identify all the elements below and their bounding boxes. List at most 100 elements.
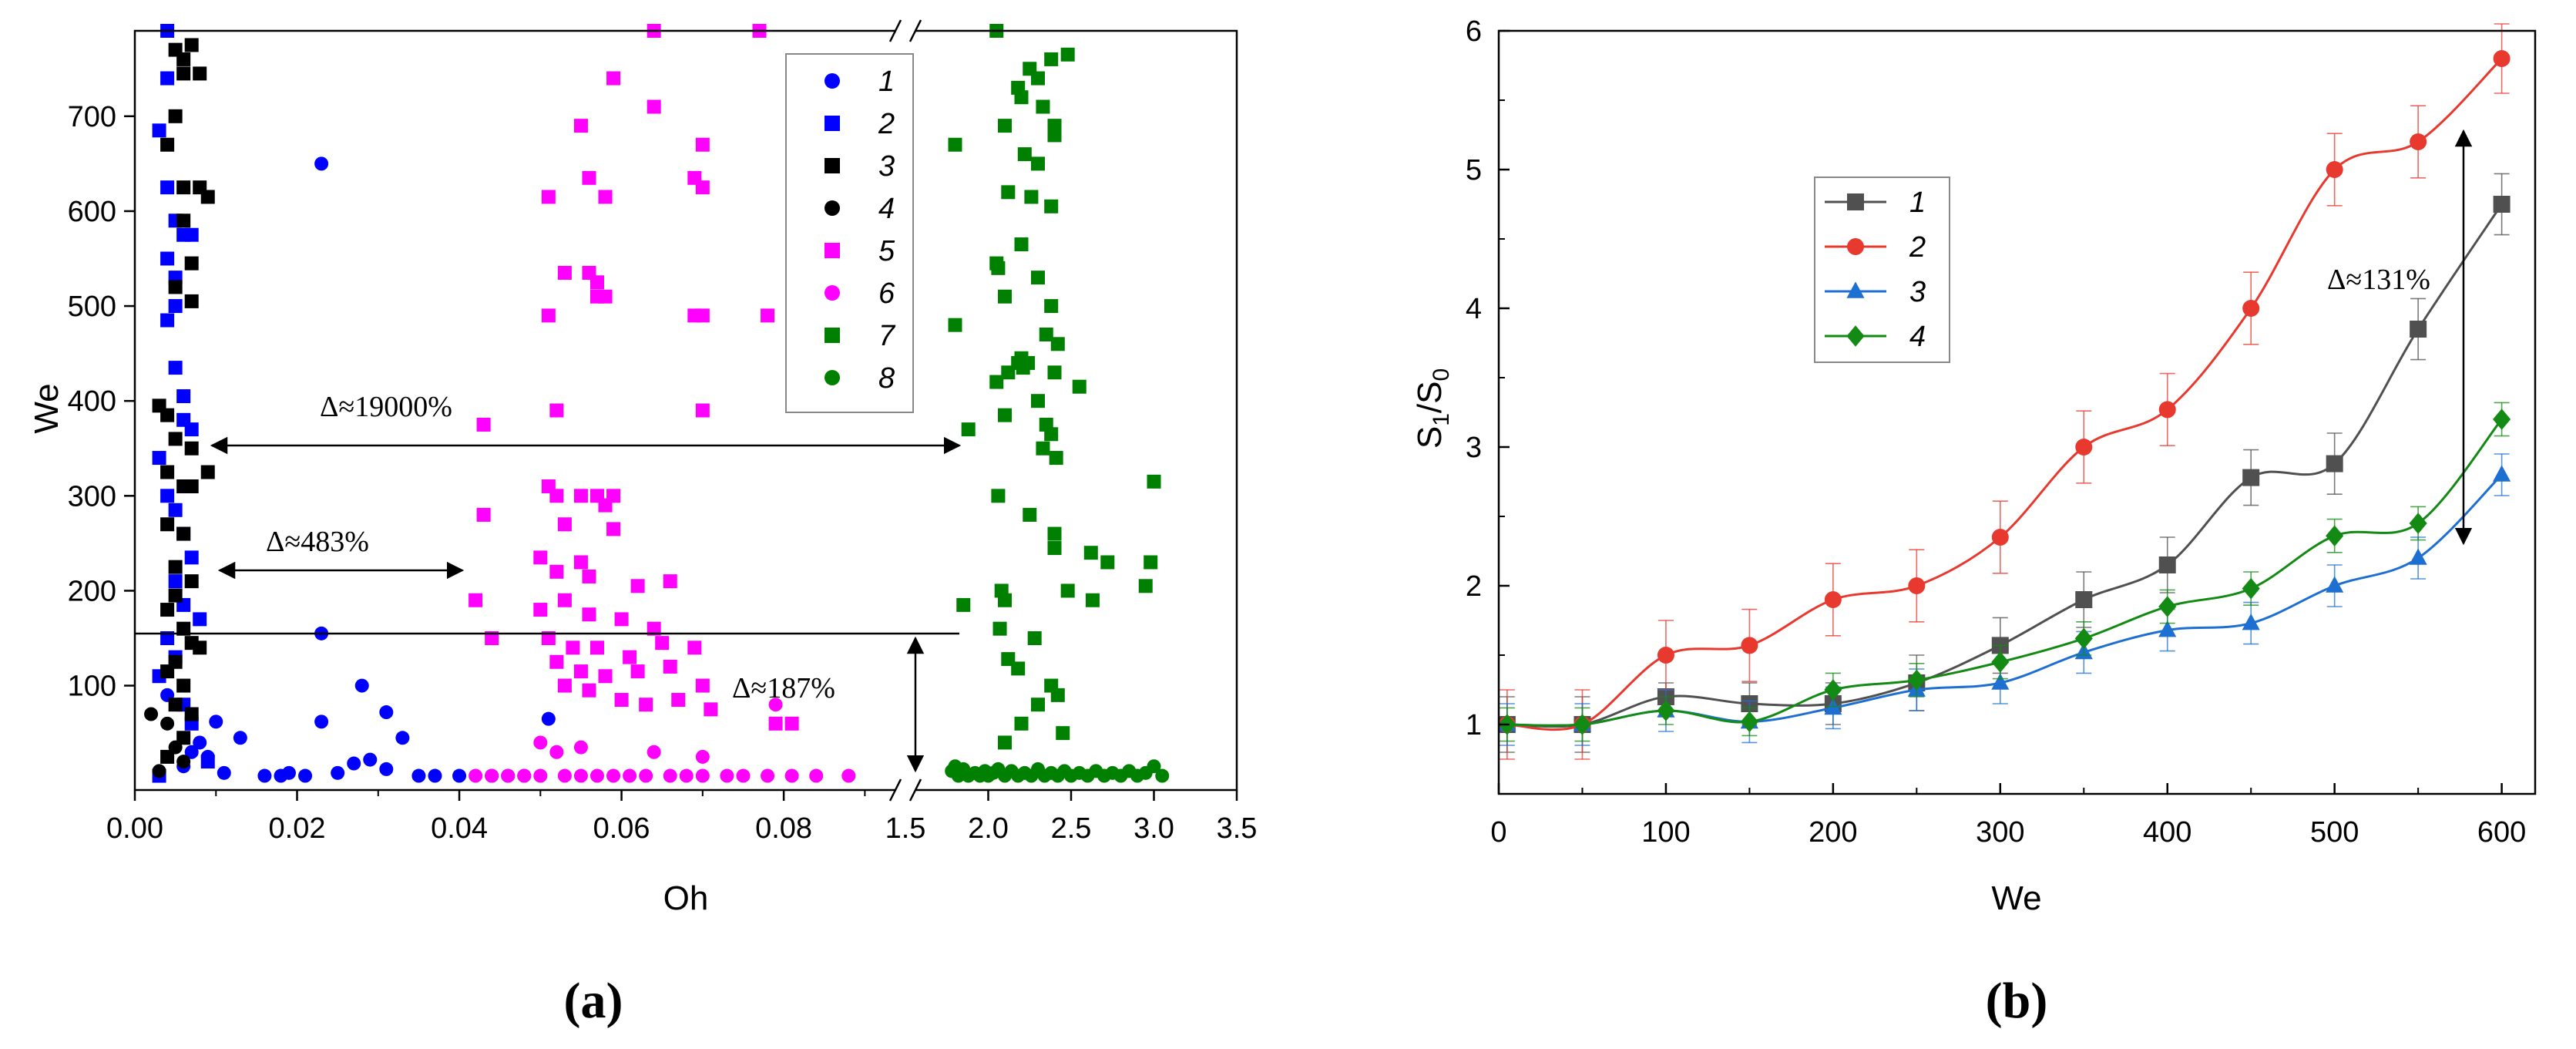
panel-a-point: [623, 650, 637, 664]
panel-a-point: [314, 156, 329, 171]
panel-b-point: [2326, 576, 2344, 593]
axis-break-mark: [888, 778, 902, 802]
panel-a-point: [1100, 555, 1115, 570]
panel-a-point: [590, 640, 604, 655]
panel-a-point: [168, 503, 183, 517]
panel-a-point: [200, 190, 215, 204]
panel-b-x-tick-label: 400: [2143, 816, 2191, 849]
panel-b-point: [2409, 513, 2427, 534]
panel-a-point: [347, 756, 361, 771]
panel-a-point: [282, 765, 296, 780]
panel-b-x-tick-label: 300: [1976, 816, 2024, 849]
panel-a-point: [663, 574, 677, 589]
panel-a-y-tick-label: 100: [68, 671, 116, 703]
panel-a-legend-marker: [825, 73, 840, 89]
panel-b-point: [1991, 673, 2010, 690]
panel-a-y-tick-label: 500: [68, 291, 116, 323]
panel-a-legend: 1 2 3 4 5 6 7 8: [785, 53, 914, 413]
panel-a-x-tick-label: 2.0: [968, 812, 1009, 845]
panel-b-point: [1657, 700, 1675, 721]
panel-a-point: [606, 768, 621, 783]
panel-a-point: [761, 768, 775, 783]
panel-a-point: [184, 422, 199, 437]
panel-a-point: [168, 560, 183, 574]
panel-a-point: [582, 170, 596, 185]
panel-a-point: [160, 71, 175, 86]
panel-a-legend-label: 4: [878, 193, 895, 225]
panel-a-point: [160, 313, 175, 328]
panel-a-point: [598, 190, 613, 204]
panel-a-point: [184, 745, 199, 759]
panel-b-point: [2158, 556, 2176, 573]
panel-a-point: [549, 403, 564, 418]
panel-a-legend-label: 6: [878, 277, 895, 310]
panel-a-point: [184, 574, 199, 589]
panel-a-point: [687, 640, 702, 655]
panel-a-point: [168, 109, 183, 123]
panel-b-point: [1908, 577, 1926, 594]
panel-b-y-tick-label: 4: [1466, 293, 1482, 325]
panel-a-point: [1014, 716, 1029, 731]
panel-b-point: [2493, 50, 2511, 67]
panel-a-point: [1047, 365, 1062, 380]
panel-b-point: [1657, 647, 1674, 664]
panel-b-point: [2075, 591, 2093, 608]
panel-a-point: [1155, 768, 1170, 783]
panel-a-point: [176, 731, 191, 745]
panel-a-x-tick-label: 2.5: [1051, 812, 1092, 845]
panel-a-point: [695, 137, 710, 152]
panel-b-y-tick-label: 6: [1466, 15, 1482, 48]
panel-a-point: [956, 597, 971, 612]
panel-a-point: [176, 526, 191, 541]
panel-a-point: [160, 137, 175, 152]
panel-b-point: [1907, 669, 1926, 691]
panel-a-point: [948, 137, 962, 152]
panel-a-legend-label: 1: [878, 66, 895, 98]
panel-a-legend-marker: [825, 285, 840, 301]
panel-a-legend-marker: [825, 243, 840, 258]
panel-b-annotations: Δ≈131%: [2327, 129, 2473, 546]
panel-b-legend-label: 1: [1909, 187, 1926, 219]
panel-b-point: [2410, 133, 2427, 150]
panel-a-point: [379, 762, 394, 776]
panel-a-point: [1085, 593, 1100, 607]
panel-a-point: [517, 768, 532, 783]
panel-a-point: [1050, 688, 1065, 702]
panel-a-point: [428, 768, 442, 783]
panel-a-point: [991, 489, 1006, 503]
panel-a-point: [695, 403, 710, 418]
panel-a-point: [176, 66, 191, 81]
panel-a-point: [501, 768, 516, 783]
panel-a-point: [160, 489, 175, 503]
panel-a-point: [152, 123, 166, 138]
panel-a-point: [704, 702, 718, 717]
panel-a-point: [606, 522, 621, 536]
panel-a-point: [647, 745, 661, 759]
panel-a-point: [761, 308, 775, 323]
panel-b-point: [2326, 455, 2343, 472]
panel-b-point: [2158, 620, 2177, 637]
panel-a-point: [160, 517, 175, 532]
panel-a-point: [184, 227, 199, 242]
panel-a-point: [1072, 379, 1086, 394]
panel-a-point: [1023, 507, 1037, 522]
axis-break-mark: [888, 19, 902, 42]
panel-a-point: [176, 213, 191, 228]
panel-b-x-tick-label: 500: [2310, 816, 2359, 849]
panel-b-legend-marker: [1847, 238, 1864, 255]
delta-483-label: Δ≈483%: [266, 526, 369, 558]
panel-b-point: [1824, 679, 1842, 701]
panel-a-point: [176, 678, 191, 693]
panel-a-point: [1147, 759, 1161, 774]
panel-a-point: [991, 261, 1006, 275]
panel-a-point: [314, 714, 329, 729]
panel-b-x-tick-label: 100: [1641, 816, 1690, 849]
panel-a-point: [768, 716, 783, 731]
panel-a-point: [395, 731, 410, 745]
panel-a-y-tick-label: 200: [68, 575, 116, 607]
panel-a-legend-label: 7: [878, 320, 896, 352]
panel-b-label: (b): [1986, 973, 2048, 1029]
panel-a-legend-marker: [825, 200, 840, 216]
panel-a-point: [1050, 337, 1065, 351]
panel-a-point: [184, 707, 199, 721]
